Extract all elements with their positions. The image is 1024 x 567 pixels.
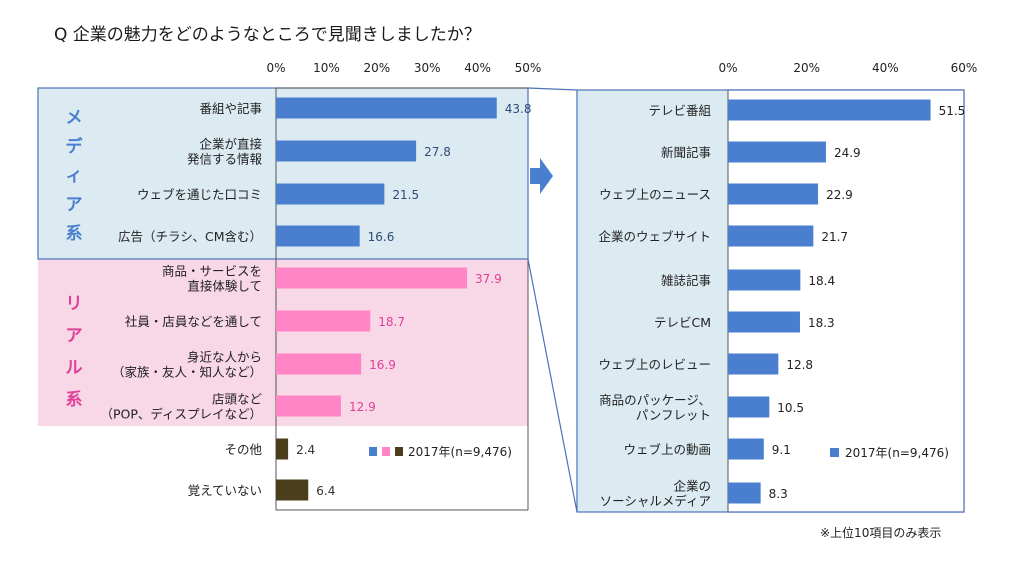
right-bar-value-label: 18.4 — [808, 274, 835, 288]
left-category-label: 店頭など（POP、ディスプレイなど） — [100, 392, 262, 422]
left-x-tick-label: 30% — [414, 61, 441, 75]
left-legend-swatch-real — [382, 447, 390, 456]
left-bar — [276, 395, 342, 417]
right-bar — [728, 482, 761, 504]
connector-line-top — [527, 87, 578, 91]
left-bar-value-label: 6.4 — [316, 484, 335, 498]
connector-line-bottom — [527, 258, 578, 513]
right-x-tick-label: 40% — [872, 61, 899, 75]
right-bar — [728, 438, 764, 460]
left-bar-value-label: 12.9 — [349, 400, 376, 414]
right-bar-value-label: 12.8 — [786, 358, 813, 372]
right-bar — [728, 396, 770, 418]
left-category-label: 社員・店員などを通して — [125, 314, 262, 329]
right-x-tick-label: 60% — [951, 61, 978, 75]
right-category-label: 雑誌記事 — [661, 273, 711, 288]
right-category-label: テレビ番組 — [648, 103, 711, 118]
right-category-label: ウェブ上のレビュー — [598, 357, 711, 372]
right-bar — [728, 311, 800, 333]
left-bar — [276, 267, 468, 289]
group-label-real: リアル系 — [65, 294, 83, 410]
left-bar — [276, 97, 497, 119]
left-bar — [276, 353, 362, 375]
right-bar — [728, 99, 931, 121]
right-bar-value-label: 18.3 — [808, 316, 835, 330]
right-legend-swatch — [830, 448, 839, 457]
left-bar — [276, 479, 309, 501]
left-x-tick-label: 0% — [266, 61, 285, 75]
left-bar-value-label: 43.8 — [505, 102, 532, 116]
left-bar-value-label: 37.9 — [475, 272, 502, 286]
right-category-label: 企業のウェブサイト — [598, 229, 711, 244]
left-bar-value-label: 16.9 — [369, 358, 396, 372]
left-category-label: 覚えていない — [188, 483, 262, 498]
right-bar-value-label: 8.3 — [769, 487, 788, 501]
left-bar-value-label: 2.4 — [296, 443, 315, 457]
right-bar — [728, 183, 819, 205]
right-legend-label: 2017年(n=9,476) — [845, 446, 949, 460]
left-legend-label: 2017年(n=9,476) — [408, 445, 512, 459]
left-legend-swatch-other — [395, 447, 403, 456]
left-bar — [276, 310, 371, 332]
right-bar — [728, 269, 801, 291]
right-bar-value-label: 10.5 — [777, 401, 804, 415]
right-category-label: 商品のパッケージ、パンフレット — [599, 393, 711, 423]
left-bar-value-label: 16.6 — [368, 230, 395, 244]
left-x-tick-label: 20% — [363, 61, 390, 75]
right-category-label: テレビCM — [654, 315, 711, 330]
right-x-tick-label: 20% — [793, 61, 820, 75]
right-bar-value-label: 51.5 — [939, 104, 966, 118]
right-category-label: ウェブ上のニュース — [599, 187, 711, 202]
transition-arrow-icon — [530, 158, 553, 194]
left-bar — [276, 438, 289, 460]
right-bar-value-label: 21.7 — [821, 230, 848, 244]
right-bar — [728, 225, 814, 247]
left-bar-value-label: 21.5 — [392, 188, 419, 202]
left-bar — [276, 140, 417, 162]
left-x-tick-label: 50% — [515, 61, 542, 75]
right-category-label: 新聞記事 — [661, 145, 711, 160]
left-bar-value-label: 18.7 — [378, 315, 405, 329]
chart-title: Q 企業の魅力をどのようなところで見聞きしましたか？ — [54, 25, 481, 45]
left-category-label: ウェブを通じた口コミ — [137, 187, 262, 202]
left-category-label: 身近な人から（家族・友人・知人など） — [112, 350, 262, 380]
left-category-label: その他 — [224, 442, 262, 457]
left-bar — [276, 225, 360, 247]
left-legend-swatch-media — [369, 447, 377, 456]
left-x-tick-label: 40% — [464, 61, 491, 75]
right-bar — [728, 353, 779, 375]
left-category-label: 番組や記事 — [199, 101, 262, 116]
right-bar-value-label: 22.9 — [826, 188, 853, 202]
left-bar-value-label: 27.8 — [424, 145, 451, 159]
left-category-label: 商品・サービスを直接体験して — [162, 264, 262, 294]
left-x-tick-label: 10% — [313, 61, 340, 75]
right-category-label: ウェブ上の動画 — [623, 442, 711, 457]
right-bar — [728, 141, 826, 163]
left-bar — [276, 183, 385, 205]
footnote: ※上位10項目のみ表示 — [820, 526, 942, 540]
right-bar-value-label: 9.1 — [772, 443, 791, 457]
right-category-label: 企業のソーシャルメディア — [600, 479, 711, 509]
right-bar-value-label: 24.9 — [834, 146, 861, 160]
left-category-label: 広告（チラシ、CM含む） — [118, 229, 262, 244]
right-x-tick-label: 0% — [718, 61, 737, 75]
group-label-media: メディア系 — [65, 108, 83, 244]
left-category-label: 企業が直接発信する情報 — [187, 137, 263, 167]
